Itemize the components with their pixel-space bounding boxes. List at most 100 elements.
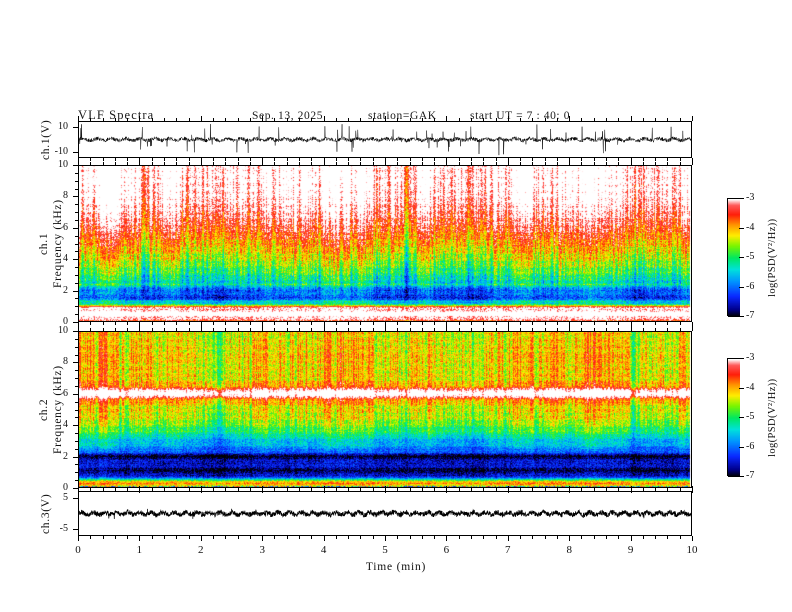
ch3wave-x-2-tick	[201, 536, 202, 541]
ch3wave-x-minor-tick	[459, 536, 460, 539]
ch2spec-x-minor-tick-top	[213, 328, 214, 331]
ch1spec-x-minor-tick-top	[213, 162, 214, 165]
ch3wave-x-0-tick-top	[78, 486, 79, 491]
ch2-spec-y-6-tick	[73, 394, 78, 395]
ch1-spec-y-4-label: 4	[63, 253, 68, 265]
ch1spec-x-minor-tick-top	[176, 162, 177, 165]
ch1spec-x-minor-tick	[152, 322, 153, 325]
ch1wave-x-minor-tick	[213, 158, 214, 161]
ch2spec-x-5-tick-top	[385, 326, 386, 331]
ch2spec-x-1-tick-top	[139, 326, 140, 331]
ch1spec-x-minor-tick	[373, 322, 374, 325]
colorbar-1-tick	[739, 257, 744, 258]
ch3wave-x-minor-tick-top	[410, 488, 411, 491]
ch3wave-x-1-tick	[139, 536, 140, 541]
ch3wave-x-minor-tick-top	[643, 488, 644, 491]
colorbar-2-tick	[739, 388, 744, 389]
ch2-spec-y-0-label: 0	[63, 482, 68, 493]
page-title: VLF Spectra	[78, 108, 155, 122]
ch1spec-x-minor-tick-top	[336, 162, 337, 165]
ch1-spec-y-8-tick	[73, 196, 78, 197]
ch1spec-x-1-tick	[139, 322, 140, 327]
ch1spec-x-minor-tick	[299, 322, 300, 325]
ch1spec-x-minor-tick	[434, 322, 435, 325]
ch3wave-x-4-tick-top	[324, 486, 325, 491]
ch3wave-x-minor-tick-top	[680, 488, 681, 491]
ch1spec-x-minor-tick	[618, 322, 619, 325]
ch2-spec-y-minor-tick	[75, 472, 78, 473]
ch1-waveform-panel	[78, 121, 692, 158]
ch2spec-x-8-tick-top	[569, 326, 570, 331]
ch1-spec-y-8-label: 8	[63, 190, 68, 202]
ch2-spec-y-minor-tick	[75, 441, 78, 442]
ch2spec-x-minor-tick-top	[471, 328, 472, 331]
ch3wave-x-minor-tick	[373, 536, 374, 539]
ch1wave-x-minor-tick-top	[643, 118, 644, 121]
ch1spec-x-10-tick	[692, 322, 693, 327]
ch1spec-x-minor-tick	[581, 322, 582, 325]
ch1spec-x-minor-tick	[103, 322, 104, 325]
ch1wave-x-minor-tick-top	[103, 118, 104, 121]
ch2-spec-y-minor-tick	[75, 417, 78, 418]
ch1wave-x-minor-tick-top	[164, 118, 165, 121]
ch3wave-x-1-tick-top	[139, 486, 140, 491]
ch1-spec-y-2-tick	[73, 291, 78, 292]
ch2-spec-y-minor-tick	[75, 410, 78, 411]
ch1wave-x-minor-tick	[557, 158, 558, 161]
ch3wave-x-7-label: 7	[505, 544, 511, 556]
colorbar-2-gradient	[728, 359, 740, 477]
ch3wave-x-minor-tick-top	[545, 488, 546, 491]
ch1spec-x-minor-tick-top	[680, 162, 681, 165]
ch3wave-x-0-label: 0	[75, 544, 81, 556]
ch3wave-x-2-tick-top	[201, 486, 202, 491]
ch1spec-x-minor-tick-top	[189, 162, 190, 165]
ch1wave-x-10-tick-top	[692, 116, 693, 121]
ch3wave-x-minor-tick-top	[299, 488, 300, 491]
ch2-spectrogram-axis-title-channel: ch.2	[38, 398, 50, 421]
ch3wave-x-minor-tick	[606, 536, 607, 539]
ch2spec-x-minor-tick-top	[103, 328, 104, 331]
ch1spec-x-minor-tick	[557, 322, 558, 325]
ch2spec-x-minor-tick-top	[606, 328, 607, 331]
ch2-spec-y-minor-tick	[75, 386, 78, 387]
ch1wave-x-minor-tick	[520, 158, 521, 161]
ch3wave-x-10-label: 10	[686, 544, 698, 556]
ch1wave-x-minor-tick	[90, 158, 91, 161]
ch3wave-x-3-tick	[262, 536, 263, 541]
ch2spec-x-0-tick-top	[78, 326, 79, 331]
ch3wave-x-minor-tick-top	[152, 488, 153, 491]
ch1wave-x-minor-tick	[225, 158, 226, 161]
ch2spec-x-minor-tick-top	[115, 328, 116, 331]
ch3wave-x-minor-tick-top	[471, 488, 472, 491]
ch3wave-x-minor-tick	[213, 536, 214, 539]
ch1wave-x-minor-tick-top	[471, 118, 472, 121]
ch1wave-x-minor-tick-top	[274, 118, 275, 121]
ch1wave-x-minor-tick	[459, 158, 460, 161]
ch1spec-x-minor-tick-top	[532, 162, 533, 165]
ch2spec-x-minor-tick-top	[225, 328, 226, 331]
ch3wave-x-9-tick-top	[631, 486, 632, 491]
ch1spec-x-minor-tick	[90, 322, 91, 325]
ch1wave-x-minor-tick-top	[667, 118, 668, 121]
ch1spec-x-minor-tick	[336, 322, 337, 325]
colorbar-2	[727, 358, 740, 477]
ch1spec-x-minor-tick-top	[667, 162, 668, 165]
ch2spec-x-9-tick-top	[631, 326, 632, 331]
ch1wave-x-minor-tick-top	[520, 118, 521, 121]
ch2spec-x-minor-tick-top	[152, 328, 153, 331]
ch3wave-x-minor-tick-top	[250, 488, 251, 491]
ch3wave-x-minor-tick	[90, 536, 91, 539]
ch3wave-x-minor-tick-top	[532, 488, 533, 491]
ch1wave-x-minor-tick-top	[360, 118, 361, 121]
ch2spec-x-minor-tick-top	[311, 328, 312, 331]
colorbar-2-tick	[739, 476, 744, 477]
ch1spec-x-minor-tick	[410, 322, 411, 325]
ch1spec-x-minor-tick	[594, 322, 595, 325]
ch1-spec-y-10-tick	[73, 165, 78, 166]
ch2-spec-y-minor-tick	[75, 449, 78, 450]
ch3wave-x-minor-tick	[410, 536, 411, 539]
colorbar-1-tick-label: -4	[746, 221, 755, 233]
ch1-spec-y-0-label: 0	[63, 316, 68, 327]
ch3wave-x-minor-tick-top	[496, 488, 497, 491]
ch3wave-x-minor-tick-top	[520, 488, 521, 491]
